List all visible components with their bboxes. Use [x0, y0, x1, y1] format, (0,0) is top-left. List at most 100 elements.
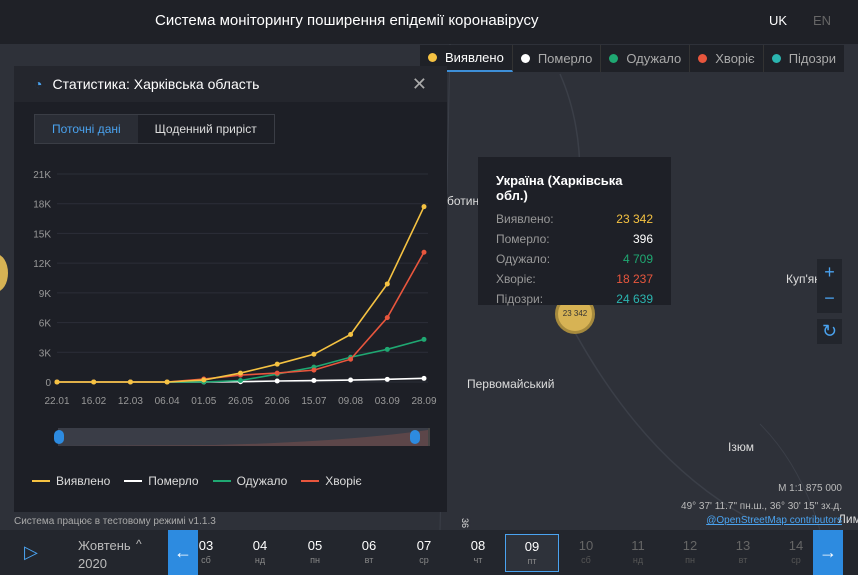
- day-03[interactable]: 03 сб: [186, 538, 226, 565]
- x-tick-label: 03.09: [375, 396, 400, 407]
- data-point[interactable]: [421, 375, 427, 381]
- tooltip-row: Виявлено: 23 342: [496, 209, 653, 229]
- legend-item[interactable]: Померло: [124, 474, 199, 488]
- day-number: 04: [252, 538, 268, 553]
- day-10[interactable]: 10 сб: [566, 538, 606, 565]
- x-tick-label: 09.08: [338, 396, 363, 407]
- data-point[interactable]: [421, 336, 427, 342]
- legend-label: Виявлено: [56, 474, 111, 488]
- month-label[interactable]: Жовтень: [78, 538, 131, 553]
- x-tick-label: 06.04: [155, 396, 180, 407]
- data-point[interactable]: [201, 377, 207, 383]
- layer-died[interactable]: Померло: [513, 45, 602, 72]
- tooltip-value: 23 342: [616, 212, 653, 226]
- y-tick-label: 15K: [33, 229, 51, 240]
- tab-daily[interactable]: Щоденний приріст: [137, 115, 274, 143]
- day-08[interactable]: 08 чт: [458, 538, 498, 565]
- lang-uk[interactable]: UK: [769, 13, 788, 28]
- data-point[interactable]: [311, 351, 317, 357]
- year-label: 2020: [78, 556, 107, 571]
- dot-icon: [771, 54, 781, 63]
- data-point[interactable]: [384, 315, 390, 321]
- data-point[interactable]: [238, 378, 243, 384]
- header: Система моніторингу поширення епідемії к…: [0, 0, 858, 44]
- osm-attribution-link[interactable]: @OpenStreetMap contributors: [706, 515, 842, 526]
- day-06[interactable]: 06 вт: [349, 538, 389, 565]
- dot-icon: [609, 54, 619, 63]
- day-number: 12: [682, 538, 698, 553]
- y-tick-label: 21K: [33, 170, 51, 181]
- layer-label: Одужало: [626, 51, 682, 66]
- map-label: ботин: [447, 194, 480, 208]
- data-point[interactable]: [311, 367, 317, 373]
- x-tick-label: 16.02: [81, 396, 106, 407]
- y-tick-label: 3K: [39, 348, 52, 359]
- data-point[interactable]: [54, 379, 60, 385]
- x-tick-label: 01.05: [191, 396, 216, 407]
- tooltip-label: Померло:: [496, 232, 550, 246]
- data-point[interactable]: [311, 378, 317, 384]
- layer-recovered[interactable]: Одужало: [601, 45, 691, 72]
- map-scale: M 1:1 875 000: [778, 483, 842, 494]
- day-14[interactable]: 14 ср: [776, 538, 816, 565]
- play-icon[interactable]: ▷: [24, 542, 38, 562]
- day-weekday: ср: [791, 555, 801, 565]
- tooltip-value: 396: [632, 232, 653, 246]
- day-09[interactable]: 09 пт: [505, 534, 559, 572]
- data-point[interactable]: [384, 281, 390, 287]
- slider-handle-left: [54, 430, 64, 444]
- day-weekday: ср: [419, 555, 429, 565]
- day-11[interactable]: 11 нд: [618, 538, 658, 565]
- legend-item[interactable]: Одужало: [212, 474, 287, 488]
- y-tick-label: 0: [45, 378, 51, 389]
- day-number: 10: [578, 538, 594, 553]
- day-12[interactable]: 12 пн: [670, 538, 710, 565]
- data-point[interactable]: [274, 378, 280, 384]
- layer-label: Померло: [537, 51, 593, 66]
- day-13[interactable]: 13 вт: [723, 538, 763, 565]
- data-point[interactable]: [127, 379, 133, 385]
- layer-detected[interactable]: Виявлено: [420, 45, 513, 72]
- day-weekday: пт: [527, 556, 537, 566]
- data-point[interactable]: [274, 361, 280, 367]
- day-number: 03: [198, 538, 214, 553]
- slider-handle-right: [410, 430, 420, 444]
- tooltip-value: 24 639: [616, 292, 653, 306]
- data-point[interactable]: [384, 346, 390, 352]
- layer-sick[interactable]: Хворіє: [690, 45, 764, 72]
- range-slider[interactable]: [14, 422, 447, 452]
- data-point[interactable]: [384, 376, 390, 382]
- panel-header: ◔ Статистика: Харківська область ✕: [14, 66, 447, 102]
- map-label: 36: [460, 517, 471, 529]
- day-05[interactable]: 05 пн: [295, 538, 335, 565]
- legend-item[interactable]: Виявлено: [32, 474, 110, 488]
- chevron-up-icon[interactable]: ^: [136, 537, 142, 551]
- tab-current[interactable]: Поточні дані: [35, 115, 138, 143]
- x-tick-label: 22.01: [44, 396, 69, 407]
- data-point[interactable]: [348, 377, 354, 383]
- data-point[interactable]: [421, 204, 427, 210]
- layer-suspected[interactable]: Підозри: [764, 45, 844, 72]
- data-point[interactable]: [238, 370, 243, 376]
- zoom-out-button[interactable]: −: [824, 288, 835, 308]
- day-weekday: пн: [310, 555, 320, 565]
- close-icon[interactable]: ✕: [411, 74, 427, 94]
- lang-en[interactable]: EN: [813, 13, 832, 28]
- legend-item[interactable]: Хворіє: [301, 474, 362, 488]
- zoom-in-button[interactable]: +: [824, 262, 835, 282]
- dot-icon: [428, 53, 437, 62]
- day-07[interactable]: 07 ср: [404, 538, 444, 565]
- data-point[interactable]: [348, 331, 354, 337]
- data-point[interactable]: [91, 379, 97, 385]
- data-point[interactable]: [274, 370, 280, 376]
- layer-switcher: Виявлено Померло Одужало Хворіє Підозри: [420, 45, 845, 72]
- next-button[interactable]: →: [813, 530, 843, 575]
- layer-label: Хворіє: [715, 51, 755, 66]
- data-point[interactable]: [421, 249, 427, 255]
- data-point[interactable]: [348, 356, 354, 362]
- data-point[interactable]: [164, 379, 170, 385]
- day-04[interactable]: 04 нд: [240, 538, 280, 565]
- map-marker[interactable]: [0, 254, 8, 292]
- reset-view-button[interactable]: ↻: [817, 319, 842, 344]
- prev-button[interactable]: ←: [168, 530, 198, 575]
